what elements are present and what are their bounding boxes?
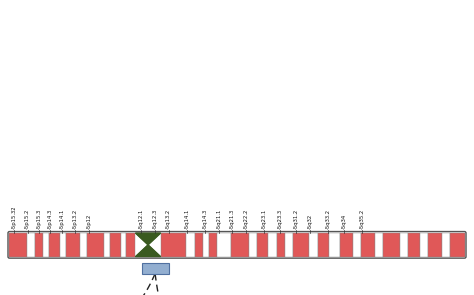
Bar xyxy=(285,233,293,257)
Text: -5p13.2: -5p13.2 xyxy=(73,209,78,229)
Text: -5q35.2: -5q35.2 xyxy=(360,209,365,229)
Text: -5q12.3: -5q12.3 xyxy=(153,209,157,229)
Bar xyxy=(87,233,104,257)
Bar xyxy=(231,233,249,257)
Bar xyxy=(420,233,428,257)
Bar xyxy=(340,233,353,257)
Bar xyxy=(257,233,268,257)
Bar xyxy=(49,233,60,257)
Bar xyxy=(210,233,217,257)
Bar xyxy=(60,233,66,257)
FancyBboxPatch shape xyxy=(142,263,169,274)
Bar xyxy=(450,233,465,257)
Bar xyxy=(217,233,231,257)
Bar xyxy=(268,233,277,257)
Bar xyxy=(195,233,203,257)
Bar xyxy=(9,233,27,257)
Bar xyxy=(126,233,136,257)
Bar xyxy=(329,233,340,257)
Text: -5q32: -5q32 xyxy=(307,214,312,229)
Text: -5q14.3: -5q14.3 xyxy=(203,209,208,229)
Bar xyxy=(375,233,383,257)
Bar xyxy=(309,233,318,257)
Bar xyxy=(110,233,121,257)
Bar xyxy=(186,233,195,257)
Bar xyxy=(104,233,110,257)
Text: -5q12.1: -5q12.1 xyxy=(139,209,144,229)
Bar xyxy=(408,233,420,257)
Bar xyxy=(161,233,186,257)
Bar xyxy=(249,233,257,257)
Text: -5q14.1: -5q14.1 xyxy=(184,209,190,229)
Text: -5q22.2: -5q22.2 xyxy=(244,209,248,229)
Text: -5p14.1: -5p14.1 xyxy=(59,209,64,229)
Bar xyxy=(43,233,49,257)
Text: -5p12: -5p12 xyxy=(87,214,91,229)
Text: -5q34: -5q34 xyxy=(341,214,346,229)
Bar xyxy=(35,233,43,257)
Text: -5q23.1: -5q23.1 xyxy=(262,209,267,229)
Text: -5q33.2: -5q33.2 xyxy=(326,209,330,229)
Bar xyxy=(361,233,375,257)
Bar xyxy=(318,233,329,257)
Bar xyxy=(80,233,87,257)
Text: -5p15.3: -5p15.3 xyxy=(36,209,42,229)
Bar xyxy=(400,233,408,257)
Bar xyxy=(353,233,361,257)
Bar xyxy=(428,233,442,257)
Bar xyxy=(27,233,35,257)
Text: -5p15.32: -5p15.32 xyxy=(11,205,17,229)
Bar xyxy=(293,233,309,257)
Polygon shape xyxy=(136,233,161,257)
Text: -5q21.3: -5q21.3 xyxy=(230,209,235,229)
Text: -5q13.2: -5q13.2 xyxy=(166,209,171,229)
Bar xyxy=(66,233,80,257)
Bar xyxy=(277,233,285,257)
Text: -5p14.3: -5p14.3 xyxy=(48,209,53,229)
Text: -5q23.3: -5q23.3 xyxy=(278,209,283,229)
Text: -5p15.2: -5p15.2 xyxy=(25,209,30,229)
Bar xyxy=(442,233,450,257)
Bar xyxy=(121,233,126,257)
Bar xyxy=(383,233,400,257)
Text: -5q31.2: -5q31.2 xyxy=(294,209,299,229)
Text: -5q21.1: -5q21.1 xyxy=(216,209,221,229)
Bar xyxy=(203,233,210,257)
